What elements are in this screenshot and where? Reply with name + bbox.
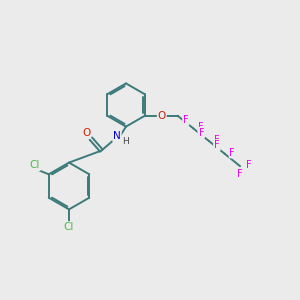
Text: F: F	[214, 135, 220, 145]
Text: F: F	[198, 122, 204, 133]
Text: F: F	[237, 169, 243, 179]
Text: F: F	[214, 140, 220, 150]
Text: O: O	[82, 128, 90, 138]
Text: N: N	[113, 131, 121, 141]
Text: F: F	[230, 148, 235, 158]
Text: F: F	[183, 115, 189, 125]
Text: Cl: Cl	[64, 222, 74, 232]
Text: F: F	[199, 128, 204, 138]
Text: Cl: Cl	[29, 160, 40, 170]
Text: H: H	[122, 137, 129, 146]
Text: F: F	[246, 160, 251, 170]
Text: O: O	[158, 111, 166, 121]
